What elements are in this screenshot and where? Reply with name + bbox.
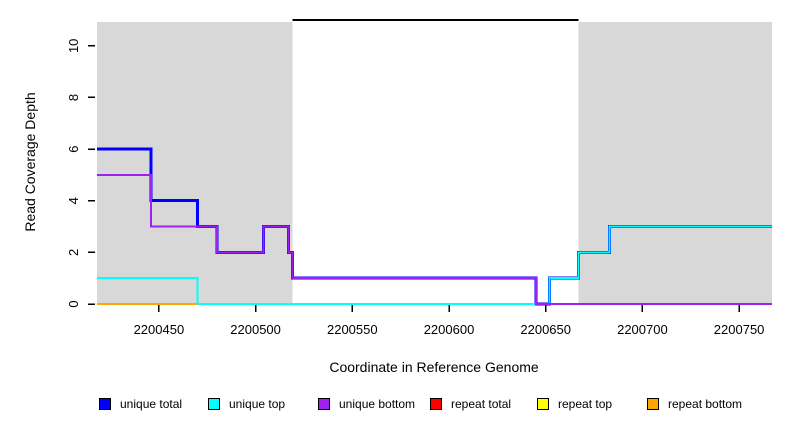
- y-tick-label: 0: [66, 300, 81, 307]
- legend-swatch-unique-total: [99, 398, 111, 410]
- legend-label-unique-bottom: unique bottom: [339, 397, 416, 411]
- legend: unique total unique top unique bottom repea…: [0, 397, 792, 419]
- y-tick-label: 2: [66, 249, 81, 256]
- legend-swatch-unique-top: [208, 398, 220, 410]
- y-tick-label: 10: [66, 39, 81, 53]
- x-tick-label: 2200500: [230, 322, 281, 337]
- shaded-region-0: [97, 22, 293, 304]
- x-tick-label: 2200750: [714, 322, 765, 337]
- legend-swatch-repeat-total: [430, 398, 442, 410]
- legend-label-repeat-total: repeat total: [451, 397, 512, 411]
- series-line-unique-top: [97, 225, 772, 305]
- legend-item-repeat-top: repeat top: [537, 397, 612, 411]
- series-line-unique-bottom: [97, 173, 772, 305]
- legend-swatch-repeat-top: [537, 398, 549, 410]
- legend-item-unique-bottom: unique bottom: [318, 397, 415, 411]
- legend-swatch-unique-bottom: [318, 398, 330, 410]
- legend-swatch-repeat-bottom: [647, 398, 659, 410]
- x-tick-label: 2200650: [520, 322, 571, 337]
- legend-label-unique-top: unique top: [229, 397, 286, 411]
- legend-item-repeat-total: repeat total: [430, 397, 511, 411]
- legend-label-repeat-bottom: repeat bottom: [668, 397, 743, 411]
- x-tick-label: 2200600: [424, 322, 475, 337]
- x-tick-label: 2200700: [617, 322, 668, 337]
- legend-label-unique-total: unique total: [120, 397, 183, 411]
- y-axis-title: Read Coverage Depth: [22, 92, 38, 232]
- legend-item-unique-top: unique top: [208, 397, 285, 411]
- y-tick-label: 6: [66, 145, 81, 152]
- y-tick-label: 4: [66, 197, 81, 204]
- x-tick-label: 2200450: [134, 322, 185, 337]
- x-tick-label: 2200550: [327, 322, 378, 337]
- legend-label-repeat-top: repeat top: [558, 397, 613, 411]
- legend-item-unique-total: unique total: [99, 397, 182, 411]
- x-axis-title: Coordinate in Reference Genome: [329, 359, 539, 375]
- legend-item-repeat-bottom: repeat bottom: [647, 397, 742, 411]
- y-tick-label: 8: [66, 94, 81, 101]
- shaded-region-1: [578, 22, 772, 304]
